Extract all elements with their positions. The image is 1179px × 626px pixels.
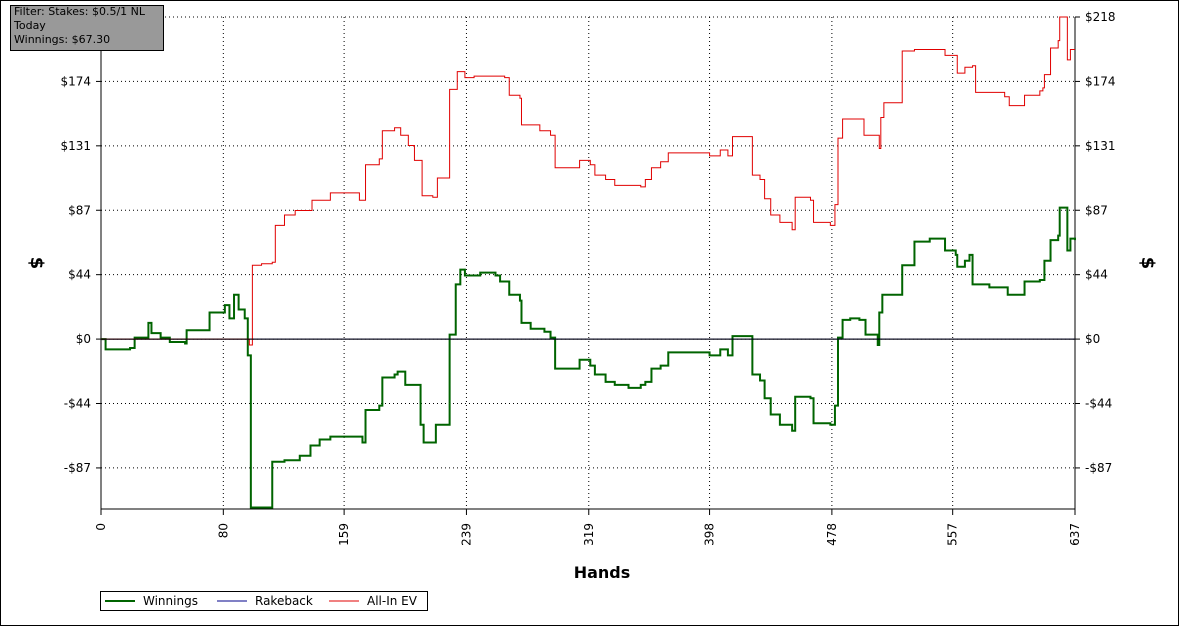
y-tick-label-right: $44 — [1085, 268, 1108, 282]
y-tick-label: -$44 — [64, 397, 91, 411]
y-tick-label: -$87 — [64, 461, 91, 475]
y-tick-label: $131 — [60, 139, 91, 153]
y-axis-label-right: $ — [1137, 257, 1158, 270]
legend-label: Rakeback — [255, 594, 313, 608]
x-tick-label: 0 — [94, 523, 108, 531]
x-tick-label: 637 — [1068, 523, 1082, 546]
x-tick-label: 159 — [337, 523, 351, 546]
legend-box — [100, 591, 428, 611]
y-tick-label-right: $131 — [1085, 139, 1116, 153]
y-tick-label-right: $174 — [1085, 74, 1116, 88]
filter-box: Filter: Stakes: $0.5/1 NL Today Winnings… — [10, 5, 164, 51]
filter-line: Today — [13, 19, 46, 32]
legend-label: All-In EV — [367, 594, 418, 608]
filter-bg — [10, 5, 164, 51]
filter-line: Filter: Stakes: $0.5/1 NL — [14, 5, 146, 18]
x-tick-label: 478 — [825, 523, 839, 546]
series-line — [101, 16, 1075, 346]
series-line — [101, 206, 1076, 509]
y-tick-label: $174 — [60, 74, 91, 88]
x-tick-label: 239 — [459, 523, 473, 546]
y-tick-label-right: $218 — [1085, 10, 1116, 24]
x-tick-label: 557 — [946, 523, 960, 546]
plot-area: -$87 -$87 -$44 -$44 $0 $0 $44 $44 $87 $87 $131 $131… — [60, 10, 1115, 546]
y-tick-label: $44 — [68, 268, 91, 282]
y-tick-label-right: $87 — [1085, 203, 1108, 217]
x-tick-label: 398 — [703, 523, 717, 546]
legend: Winnings Rakeback All-In EV — [100, 591, 428, 611]
x-axis-label: Hands — [574, 563, 631, 582]
y-tick-label: $87 — [68, 203, 91, 217]
y-tick-label: $0 — [76, 332, 91, 346]
x-tick-label: 319 — [582, 523, 596, 546]
y-axis-label: $ — [26, 257, 47, 270]
x-tick-label: 80 — [216, 523, 230, 538]
y-tick-label-right: -$44 — [1085, 397, 1112, 411]
filter-line: Winnings: $67.30 — [14, 33, 110, 46]
y-tick-label-right: -$87 — [1085, 461, 1112, 475]
y-tick-label-right: $0 — [1085, 332, 1100, 346]
legend-label: Winnings — [143, 594, 198, 608]
